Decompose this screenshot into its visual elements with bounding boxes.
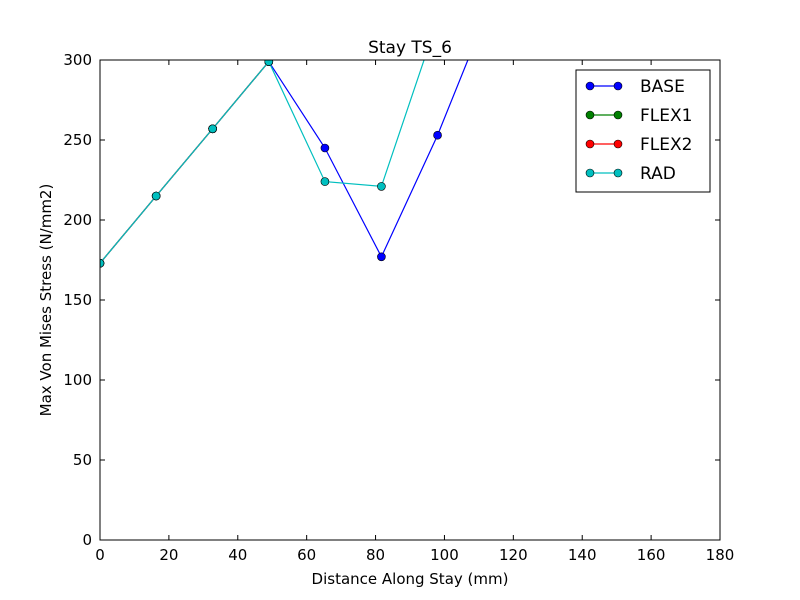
x-tick-label: 160: [637, 546, 666, 564]
legend-box: [575, 69, 711, 193]
data-point-base: [377, 252, 386, 262]
data-point-rad: [434, 16, 442, 24]
y-tick-label: 0: [82, 531, 92, 549]
chart-title: Stay TS_6: [368, 38, 452, 58]
legend-marker-base: [585, 81, 595, 91]
data-point-rad: [208, 124, 217, 134]
x-tick-label: 120: [499, 546, 528, 564]
x-tick-label: 60: [297, 546, 316, 564]
legend-label-flex2: FLEX2: [640, 135, 692, 155]
legend: BASE FLEX1 FLEX2 RAD: [575, 69, 711, 193]
x-axis-label: Distance Along Stay (mm): [312, 570, 509, 588]
x-tick-label: 0: [95, 546, 105, 564]
legend-label-rad: RAD: [640, 164, 676, 184]
legend-marker-flex1: [585, 110, 595, 120]
y-tick-label: 200: [63, 211, 92, 229]
data-point-rad: [377, 182, 386, 191]
legend-marker-flex2: [613, 139, 623, 149]
series-layer: [100, 16, 469, 268]
legend-label-base: BASE: [640, 77, 685, 97]
y-tick-label: 250: [63, 131, 92, 149]
axis-ticks: 0 20 40 60 80 100 120 140 160 180 0 50 100 150 200 250 3…: [63, 51, 734, 564]
legend-marker-flex1: [613, 110, 623, 120]
y-tick-label: 300: [63, 51, 92, 69]
legend-marker-rad: [613, 168, 623, 178]
data-point-rad: [264, 60, 274, 66]
x-tick-label: 100: [430, 546, 459, 564]
data-point-rad: [100, 258, 105, 268]
legend-marker-flex2: [585, 139, 595, 149]
data-point-rad: [151, 191, 161, 201]
y-axis-label: Max Von Mises Stress (N/mm2): [37, 184, 55, 417]
data-point-base: [433, 130, 442, 140]
x-tick-label: 180: [706, 546, 735, 564]
x-tick-label: 20: [159, 546, 178, 564]
y-tick-label: 100: [63, 371, 92, 389]
x-tick-label: 40: [228, 546, 247, 564]
legend-marker-rad: [585, 168, 595, 178]
data-point-rad: [320, 177, 330, 186]
legend-marker-base: [613, 81, 623, 91]
y-tick-label: 150: [63, 291, 92, 309]
x-tick-label: 80: [366, 546, 385, 564]
x-tick-label: 140: [568, 546, 597, 564]
y-tick-label: 50: [73, 451, 92, 469]
legend-label-flex1: FLEX1: [640, 106, 692, 126]
data-point-base: [320, 143, 330, 153]
